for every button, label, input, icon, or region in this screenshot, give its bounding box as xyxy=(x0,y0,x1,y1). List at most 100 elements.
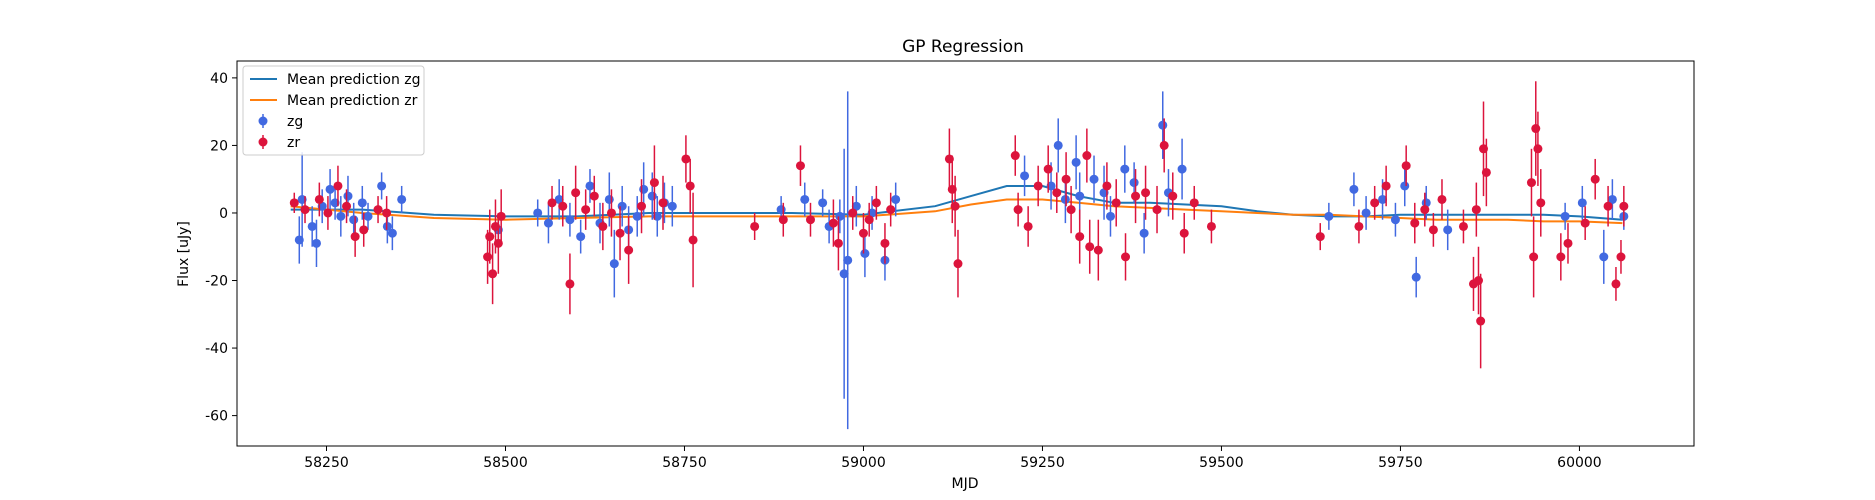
zg-data-point xyxy=(835,211,845,221)
zr-data-point xyxy=(1043,164,1053,174)
zr-data-point xyxy=(1102,181,1112,191)
zr-data-point xyxy=(314,194,324,204)
zg-data-point xyxy=(667,201,677,211)
zr-data-point xyxy=(1206,221,1216,231)
zg-data-point xyxy=(1071,157,1081,167)
zr-data-point xyxy=(1354,221,1364,231)
zr-data-point xyxy=(1023,221,1033,231)
x-tick-label: 59750 xyxy=(1378,455,1423,471)
axes: 58250 58500 58750 59000 59250 59500 59750 60000… xyxy=(205,71,1602,471)
zr-data-point xyxy=(828,218,838,228)
zr-data-point xyxy=(778,215,788,225)
zr-data-point xyxy=(1616,252,1626,262)
zg-data-point xyxy=(307,221,317,231)
y-tick-label: 40 xyxy=(210,71,228,87)
zg-data-point xyxy=(565,215,575,225)
zr-data-point xyxy=(1085,242,1095,252)
zg-data-point xyxy=(1075,191,1085,201)
zr-data-point xyxy=(1033,181,1043,191)
zg-data-point xyxy=(1324,211,1334,221)
legend-label-zg: zg xyxy=(287,114,303,130)
zr-data-point xyxy=(1370,198,1380,208)
zr-data-point xyxy=(571,188,581,198)
zr-data-point xyxy=(333,181,343,191)
zr-data-point xyxy=(1168,191,1178,201)
legend-swatch-zg-marker xyxy=(258,116,268,126)
zg-data-point xyxy=(1020,171,1030,181)
zg-data-point xyxy=(1577,198,1587,208)
zr-data-point xyxy=(1437,194,1447,204)
zg-data-point xyxy=(363,211,373,221)
zg-data-point xyxy=(647,191,657,201)
zg-data-point xyxy=(800,194,810,204)
zr-data-point xyxy=(1420,205,1430,215)
plot-area xyxy=(289,81,1629,430)
zr-data-point xyxy=(1428,225,1438,235)
zg-data-point xyxy=(1053,140,1063,150)
zg-data-point xyxy=(891,194,901,204)
x-tick-label: 58750 xyxy=(662,455,707,471)
y-tick-label: 20 xyxy=(210,138,228,154)
zr-data-point xyxy=(1603,201,1613,211)
zg-data-point xyxy=(543,218,553,228)
zr-data-point xyxy=(864,215,874,225)
zr-data-point xyxy=(1159,140,1169,150)
zr-data-point xyxy=(795,161,805,171)
zr-data-point xyxy=(1111,198,1121,208)
zr-data-point xyxy=(1471,205,1481,215)
zg-data-point xyxy=(533,208,543,218)
zr-data-point xyxy=(1082,151,1092,161)
zg-data-point xyxy=(776,205,786,215)
zr-data-point xyxy=(649,178,659,188)
zr-data-point xyxy=(1481,167,1491,177)
zg-data-point xyxy=(851,201,861,211)
y-tick-label: 0 xyxy=(219,206,228,222)
zg-data-point xyxy=(632,211,642,221)
zr-data-point xyxy=(1580,218,1590,228)
zr-data-point xyxy=(565,279,575,289)
zr-data-point xyxy=(485,232,495,242)
zg-data-point xyxy=(609,259,619,269)
zr-data-point xyxy=(1458,221,1468,231)
zg-data-point xyxy=(311,238,321,248)
zg-data-point xyxy=(860,249,870,258)
zr-data-point xyxy=(1061,174,1071,184)
zr-data-point xyxy=(1066,205,1076,215)
zg-data-point xyxy=(349,215,359,225)
zr-data-point xyxy=(1189,198,1199,208)
zr-data-point xyxy=(1473,276,1483,286)
legend-swatch-zr-marker xyxy=(258,137,268,147)
zr-data-point xyxy=(488,269,498,279)
series-zg xyxy=(294,91,1629,430)
zg-data-point xyxy=(1105,211,1115,221)
zr-data-point xyxy=(558,201,568,211)
chart-title: GP Regression xyxy=(902,37,1024,57)
zg-data-point xyxy=(1443,225,1453,235)
zr-data-point xyxy=(886,205,896,215)
zr-data-point xyxy=(1529,252,1539,262)
zr-data-point xyxy=(350,232,360,242)
zr-data-point xyxy=(750,221,760,231)
zr-data-point xyxy=(681,154,691,164)
zr-data-point xyxy=(1010,151,1020,161)
zr-data-point xyxy=(615,228,625,238)
zr-data-point xyxy=(1401,161,1411,171)
zr-data-point xyxy=(950,201,960,211)
zr-data-point xyxy=(1093,245,1103,255)
zr-data-point xyxy=(1563,238,1573,248)
zr-data-point xyxy=(496,211,506,221)
zr-data-point xyxy=(1531,124,1541,134)
x-tick-label: 59000 xyxy=(841,455,886,471)
zr-data-point xyxy=(1141,188,1151,198)
y-tick-label: -60 xyxy=(205,409,228,425)
zr-data-point xyxy=(589,191,599,201)
zg-data-point xyxy=(1158,120,1168,130)
legend-label-zr: zr xyxy=(287,135,300,151)
zr-data-point xyxy=(848,208,858,218)
x-tick-label: 59500 xyxy=(1199,455,1244,471)
zr-data-point xyxy=(382,208,392,218)
zg-data-point xyxy=(818,198,828,208)
zr-data-point xyxy=(1410,218,1420,228)
x-tick-label: 58250 xyxy=(304,455,349,471)
